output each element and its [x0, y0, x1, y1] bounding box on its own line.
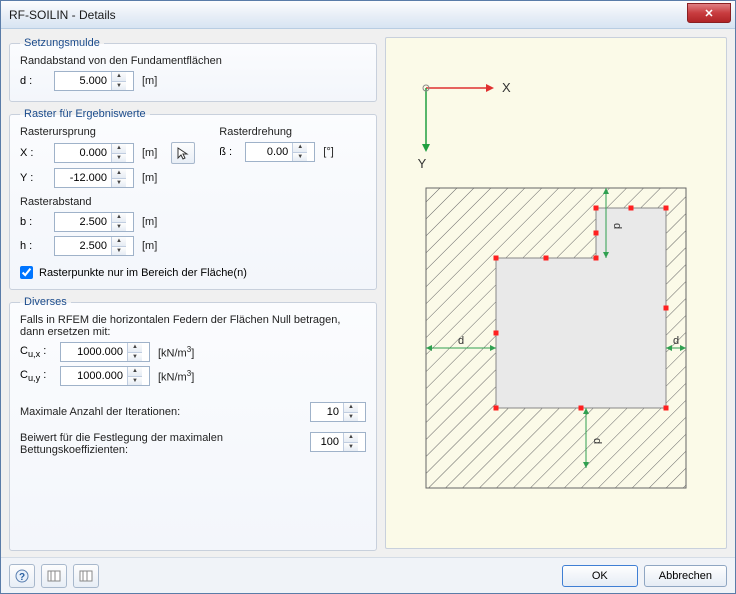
svg-text:Y: Y: [418, 156, 427, 171]
label-x: X :: [20, 147, 48, 159]
svg-text:X: X: [502, 80, 511, 95]
spin-b[interactable]: ▲▼: [54, 212, 134, 232]
input-h[interactable]: [55, 237, 111, 255]
group-raster: Raster für Ergebniswerte Rasterursprung …: [9, 108, 377, 290]
label-beta: ß :: [219, 146, 239, 158]
svg-text:d: d: [591, 438, 603, 444]
unit-y: [m]: [142, 172, 157, 184]
label-y: Y :: [20, 172, 48, 184]
ok-button[interactable]: OK: [562, 565, 638, 587]
spin-beta[interactable]: ▲▼: [245, 142, 315, 162]
group-setzungsmulde: Setzungsmulde Randabstand von den Fundam…: [9, 37, 377, 102]
preview-svg: X Yd d d d: [386, 38, 726, 548]
checkbox-rasterpunkte-input[interactable]: [20, 266, 33, 279]
unit-cuy: [kN/m3]: [158, 369, 194, 384]
input-y[interactable]: [55, 169, 111, 187]
help-icon: ?: [15, 569, 29, 583]
checkbox-rasterpunkte-label: Rasterpunkte nur im Bereich der Fläche(n…: [39, 267, 247, 279]
label-d: d :: [20, 75, 48, 87]
spin-d[interactable]: ▲▼: [54, 71, 134, 91]
svg-text:d: d: [458, 335, 464, 347]
desc-federn: Falls in RFEM die horizontalen Federn de…: [20, 314, 360, 338]
legend-setzungsmulde: Setzungsmulde: [20, 37, 104, 49]
spin-y[interactable]: ▲▼: [54, 168, 134, 188]
input-beiwert[interactable]: [311, 433, 343, 451]
unit-d: [m]: [142, 75, 157, 87]
svg-text:d: d: [673, 335, 679, 347]
window-title: RF-SOILIN - Details: [9, 8, 116, 22]
input-b[interactable]: [55, 213, 111, 231]
label-cuy: Cu,y :: [20, 369, 54, 383]
titlebar: RF-SOILIN - Details ✕: [1, 1, 735, 29]
checkbox-rasterpunkte[interactable]: Rasterpunkte nur im Bereich der Fläche(n…: [20, 266, 366, 279]
cursor-icon: [176, 146, 190, 160]
units-icon: [79, 569, 93, 583]
spin-arrows[interactable]: ▲▼: [111, 72, 126, 90]
input-cux[interactable]: [61, 343, 127, 361]
desc-randabstand: Randabstand von den Fundamentflächen: [20, 55, 366, 67]
input-cuy[interactable]: [61, 367, 127, 385]
label-b: b :: [20, 216, 48, 228]
unit-beta: [°]: [323, 146, 334, 158]
left-panel: Setzungsmulde Randabstand von den Fundam…: [9, 37, 377, 551]
group-diverses: Diverses Falls in RFEM die horizontalen …: [9, 296, 377, 551]
pick-origin-button[interactable]: [171, 142, 195, 164]
help-button[interactable]: ?: [9, 564, 35, 588]
input-x[interactable]: [55, 144, 111, 162]
svg-text:d: d: [611, 223, 623, 229]
legend-raster: Raster für Ergebniswerte: [20, 108, 150, 120]
unit-x: [m]: [142, 147, 157, 159]
spin-cux[interactable]: ▲▼: [60, 342, 150, 362]
units-button-2[interactable]: [73, 564, 99, 588]
spin-x[interactable]: ▲▼: [54, 143, 134, 163]
cancel-button[interactable]: Abbrechen: [644, 565, 727, 587]
input-d[interactable]: [55, 72, 111, 90]
unit-cux: [kN/m3]: [158, 345, 194, 360]
input-iterations[interactable]: [311, 403, 343, 421]
label-iterations: Maximale Anzahl der Iterationen:: [20, 406, 180, 418]
label-rasterursprung: Rasterursprung: [20, 126, 195, 138]
label-rasterdrehung: Rasterdrehung: [219, 126, 334, 138]
spin-beiwert[interactable]: ▲▼: [310, 432, 366, 452]
unit-b: [m]: [142, 216, 157, 228]
dialog-body: Setzungsmulde Randabstand von den Fundam…: [1, 29, 735, 557]
label-h: h :: [20, 240, 48, 252]
preview-panel: X Yd d d d: [385, 37, 727, 549]
spin-h[interactable]: ▲▼: [54, 236, 134, 256]
spin-iterations[interactable]: ▲▼: [310, 402, 366, 422]
svg-text:?: ?: [19, 572, 25, 583]
units-icon: [47, 569, 61, 583]
label-beiwert: Beiwert für die Festlegung der maximalen…: [20, 432, 260, 456]
label-cux: Cu,x :: [20, 345, 54, 359]
units-button-1[interactable]: [41, 564, 67, 588]
dialog-window: RF-SOILIN - Details ✕ Setzungsmulde Rand…: [0, 0, 736, 594]
right-panel: X Yd d d d: [385, 37, 727, 551]
spin-cuy[interactable]: ▲▼: [60, 366, 150, 386]
unit-h: [m]: [142, 240, 157, 252]
legend-diverses: Diverses: [20, 296, 71, 308]
close-button[interactable]: ✕: [687, 3, 731, 23]
input-beta[interactable]: [246, 143, 292, 161]
footer: ? OK Abbrechen: [1, 557, 735, 593]
label-rasterabstand: Rasterabstand: [20, 196, 366, 208]
